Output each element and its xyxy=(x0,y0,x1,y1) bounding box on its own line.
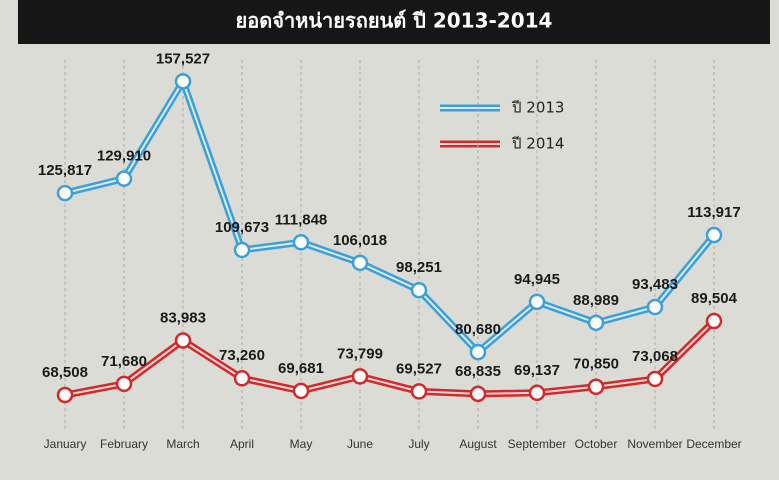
value-label: 125,817 xyxy=(38,162,92,179)
point xyxy=(115,375,133,393)
x-tick-label: June xyxy=(347,437,373,451)
value-label: 80,680 xyxy=(455,321,501,338)
value-label: 73,799 xyxy=(337,345,383,362)
point xyxy=(233,370,251,387)
point xyxy=(705,312,723,330)
chart-title: ยอดจำหน่ายรถยนต์ ปี 2013-2014 xyxy=(236,9,553,33)
point xyxy=(646,298,664,316)
point xyxy=(351,368,369,385)
value-label: 69,137 xyxy=(514,362,560,379)
x-tick-label: May xyxy=(290,437,313,451)
series-line-core xyxy=(64,80,715,354)
value-label: 89,504 xyxy=(691,290,738,307)
point xyxy=(115,170,133,187)
point xyxy=(705,226,723,244)
value-label: 157,527 xyxy=(156,50,210,67)
x-tick-label: August xyxy=(459,437,497,451)
x-tick-label: January xyxy=(44,437,87,451)
value-label: 70,850 xyxy=(573,356,619,373)
value-label: 129,910 xyxy=(97,148,151,165)
point xyxy=(56,184,74,202)
value-label: 69,527 xyxy=(396,360,442,377)
point xyxy=(469,343,487,361)
point xyxy=(351,254,369,272)
point xyxy=(587,378,605,396)
x-tick-label: September xyxy=(508,437,567,451)
x-tick-label: October xyxy=(575,437,618,451)
value-label: 73,068 xyxy=(632,348,678,365)
value-label: 93,483 xyxy=(632,276,678,293)
x-tick-label: July xyxy=(408,437,429,451)
value-label: 106,018 xyxy=(333,232,387,249)
legend-box xyxy=(428,88,588,160)
value-label: 83,983 xyxy=(160,309,206,326)
point xyxy=(410,383,428,400)
point xyxy=(292,382,310,400)
value-label: 88,989 xyxy=(573,292,619,309)
x-tick-label: February xyxy=(100,437,148,451)
point xyxy=(528,293,546,311)
point xyxy=(292,234,310,251)
point xyxy=(587,314,605,332)
value-label: 98,251 xyxy=(396,259,442,276)
point xyxy=(56,386,74,404)
value-label: 68,835 xyxy=(455,363,501,380)
point xyxy=(410,281,428,299)
value-label: 94,945 xyxy=(514,271,560,288)
point xyxy=(528,384,546,402)
legend: ปี 2013 ปี 2014 xyxy=(428,88,588,160)
value-label: 113,917 xyxy=(687,204,740,221)
x-tick-label: November xyxy=(627,437,682,451)
value-label: 73,260 xyxy=(219,347,265,364)
point xyxy=(469,385,487,403)
value-label: 68,508 xyxy=(42,364,88,381)
legend-label: ปี 2013 xyxy=(511,99,564,117)
x-tick-label: March xyxy=(166,437,199,451)
legend-label: ปี 2014 xyxy=(511,135,564,153)
value-label: 69,681 xyxy=(278,360,324,377)
title-bar xyxy=(18,0,770,44)
point xyxy=(174,73,192,90)
value-label: 111,848 xyxy=(275,211,328,228)
point xyxy=(174,332,192,349)
x-tick-label: April xyxy=(230,437,254,451)
x-tick-label: December xyxy=(686,437,741,451)
point xyxy=(646,370,664,388)
series-line-core xyxy=(64,320,715,397)
point xyxy=(233,241,251,259)
value-label: 71,680 xyxy=(101,353,147,370)
value-label: 109,673 xyxy=(215,219,269,236)
